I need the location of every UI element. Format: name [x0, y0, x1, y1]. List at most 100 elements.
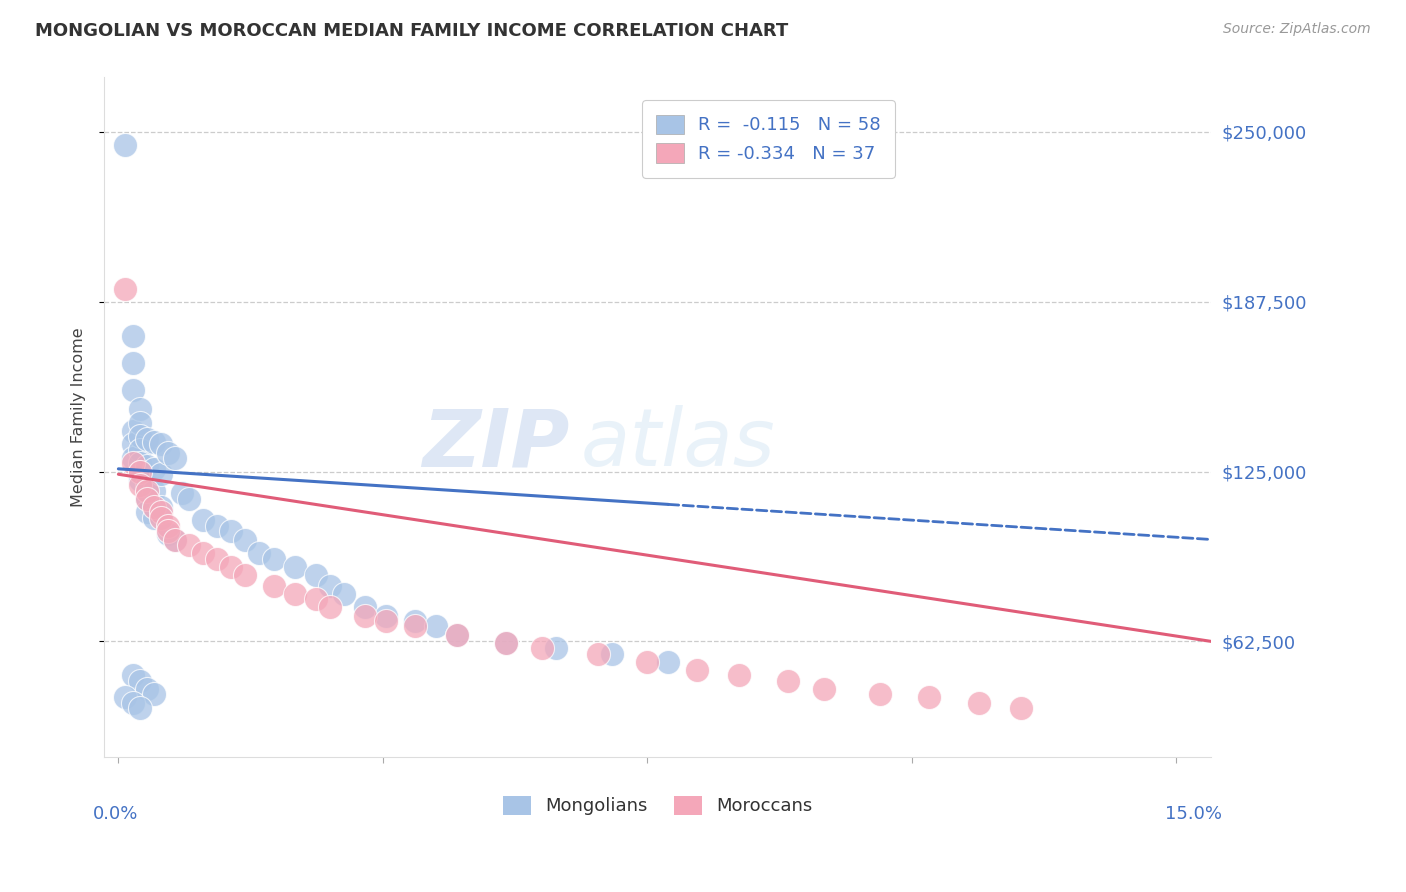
Point: [319, 579, 342, 593]
Point: [263, 579, 285, 593]
Point: [128, 429, 150, 443]
Point: [375, 608, 398, 623]
Point: [128, 478, 150, 492]
Point: [121, 424, 143, 438]
Point: [319, 600, 342, 615]
Text: 15.0%: 15.0%: [1166, 805, 1222, 822]
Point: [354, 600, 377, 615]
Point: [636, 655, 658, 669]
Point: [142, 510, 165, 524]
Point: [135, 681, 157, 696]
Point: [778, 673, 800, 688]
Point: [142, 434, 165, 449]
Point: [135, 491, 157, 506]
Point: [128, 402, 150, 417]
Point: [530, 641, 553, 656]
Point: [156, 519, 179, 533]
Point: [149, 437, 172, 451]
Point: [191, 546, 214, 560]
Point: [354, 608, 377, 623]
Point: [135, 478, 157, 492]
Point: [249, 546, 271, 560]
Point: [495, 636, 517, 650]
Point: [142, 483, 165, 498]
Legend: Mongolians, Moroccans: Mongolians, Moroccans: [496, 789, 820, 822]
Point: [177, 538, 200, 552]
Point: [869, 688, 891, 702]
Point: [305, 567, 328, 582]
Point: [142, 462, 165, 476]
Point: [121, 437, 143, 451]
Point: [142, 688, 165, 702]
Point: [163, 450, 186, 465]
Point: [121, 450, 143, 465]
Point: [114, 690, 136, 705]
Point: [142, 500, 165, 514]
Point: [128, 701, 150, 715]
Text: 0.0%: 0.0%: [93, 805, 139, 822]
Point: [685, 663, 707, 677]
Point: [128, 465, 150, 479]
Point: [149, 500, 172, 514]
Point: [156, 524, 179, 539]
Point: [135, 459, 157, 474]
Point: [205, 519, 228, 533]
Point: [156, 527, 179, 541]
Text: Source: ZipAtlas.com: Source: ZipAtlas.com: [1223, 22, 1371, 37]
Point: [404, 619, 426, 633]
Point: [149, 510, 172, 524]
Point: [121, 668, 143, 682]
Point: [728, 668, 751, 682]
Point: [586, 647, 609, 661]
Point: [205, 551, 228, 566]
Point: [128, 673, 150, 688]
Point: [233, 567, 256, 582]
Point: [495, 636, 517, 650]
Point: [967, 696, 990, 710]
Point: [233, 533, 256, 547]
Point: [135, 432, 157, 446]
Point: [149, 505, 172, 519]
Point: [170, 486, 193, 500]
Point: [114, 282, 136, 296]
Point: [191, 514, 214, 528]
Point: [135, 505, 157, 519]
Point: [163, 533, 186, 547]
Point: [128, 465, 150, 479]
Point: [657, 655, 679, 669]
Point: [121, 696, 143, 710]
Point: [284, 559, 307, 574]
Point: [446, 627, 468, 641]
Point: [544, 641, 567, 656]
Point: [918, 690, 941, 705]
Point: [263, 551, 285, 566]
Point: [219, 559, 242, 574]
Text: atlas: atlas: [581, 405, 775, 483]
Point: [121, 328, 143, 343]
Point: [149, 467, 172, 482]
Point: [128, 442, 150, 457]
Text: MONGOLIAN VS MOROCCAN MEDIAN FAMILY INCOME CORRELATION CHART: MONGOLIAN VS MOROCCAN MEDIAN FAMILY INCO…: [35, 22, 789, 40]
Point: [1010, 701, 1032, 715]
Point: [600, 647, 623, 661]
Point: [135, 483, 157, 498]
Point: [128, 457, 150, 471]
Point: [135, 491, 157, 506]
Point: [177, 491, 200, 506]
Point: [121, 383, 143, 397]
Point: [813, 681, 835, 696]
Y-axis label: Median Family Income: Median Family Income: [72, 327, 86, 507]
Point: [425, 619, 447, 633]
Point: [121, 356, 143, 370]
Point: [219, 524, 242, 539]
Point: [284, 587, 307, 601]
Point: [163, 533, 186, 547]
Point: [128, 416, 150, 430]
Point: [375, 614, 398, 628]
Point: [305, 592, 328, 607]
Point: [121, 457, 143, 471]
Point: [156, 445, 179, 459]
Point: [404, 614, 426, 628]
Point: [446, 627, 468, 641]
Point: [128, 473, 150, 487]
